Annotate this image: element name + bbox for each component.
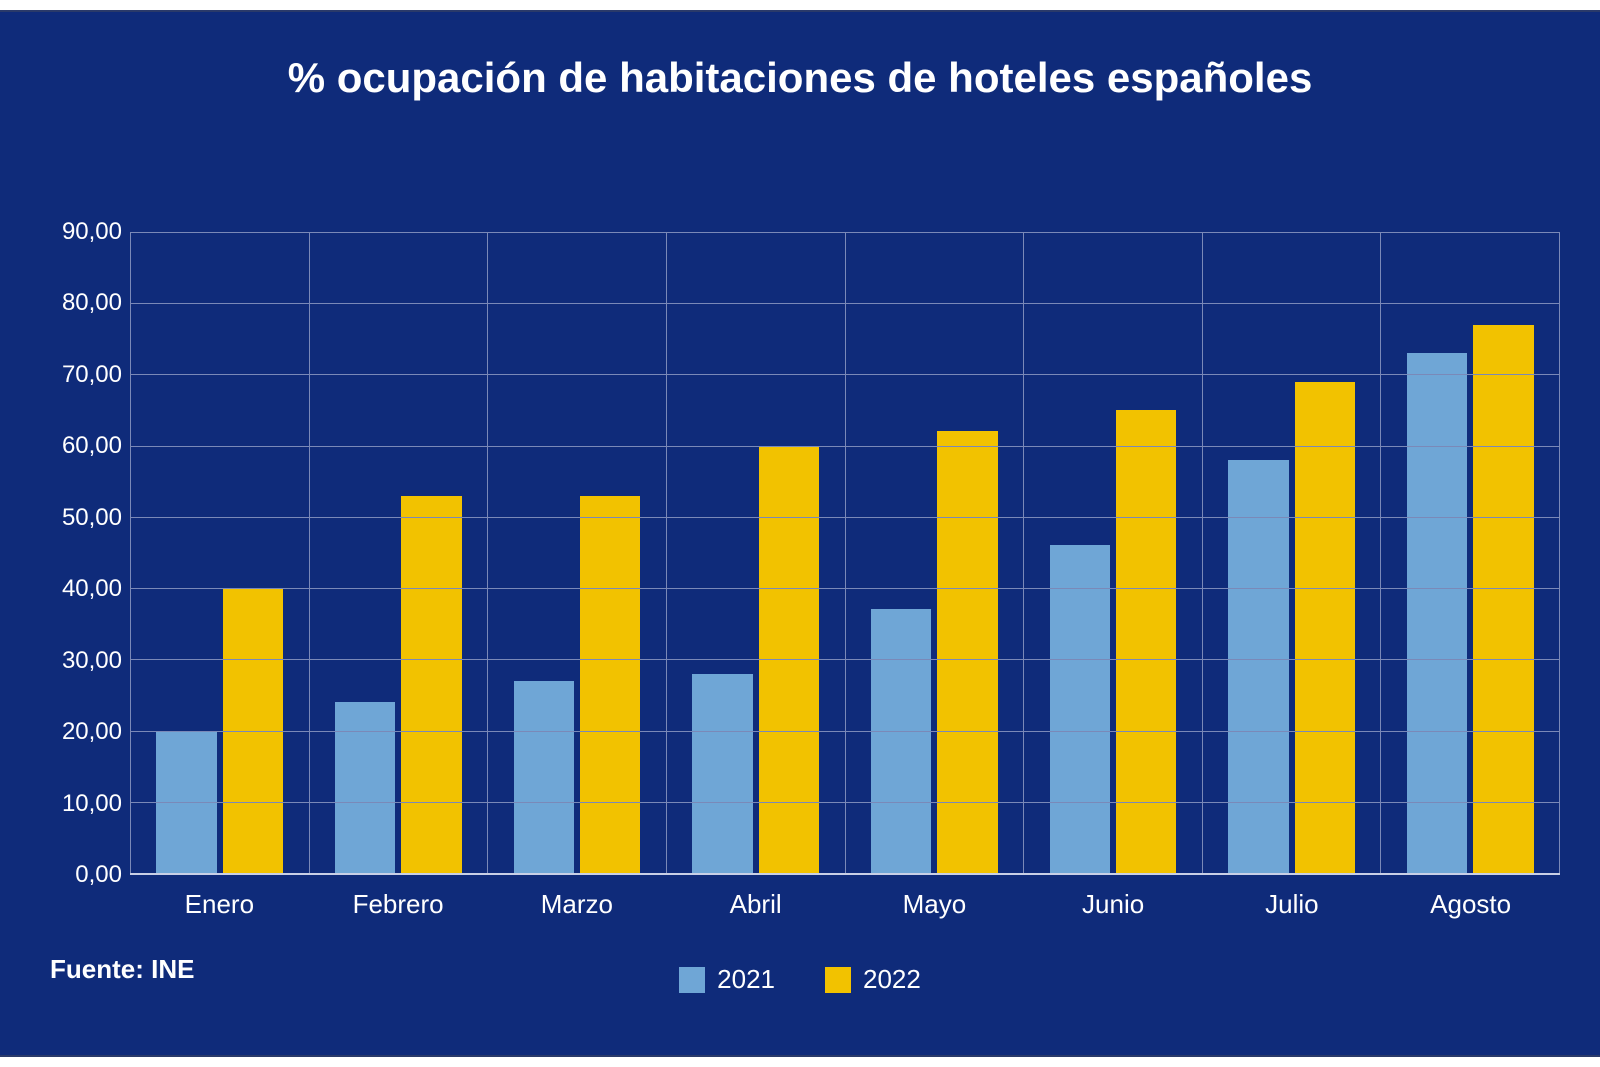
bar-group [1202,232,1381,873]
bar [580,496,640,873]
gridline [130,731,1560,732]
bar [692,674,752,873]
x-tick-label: Abril [666,889,845,920]
source-label: Fuente: INE [50,954,194,985]
bar-group [130,232,309,873]
x-tick-label: Julio [1203,889,1382,920]
y-tick-label: 70,00 [62,361,122,389]
gridline [130,374,1560,375]
y-tick-label: 30,00 [62,647,122,675]
bar [401,496,461,873]
plot-area: 0,0010,0020,0030,0040,0050,0060,0070,008… [40,232,1560,875]
y-tick-label: 0,00 [75,861,122,889]
bar [1116,410,1176,873]
gridline [130,659,1560,660]
gridline [130,588,1560,589]
bar [937,431,997,873]
y-tick-label: 80,00 [62,289,122,317]
gridline [130,802,1560,803]
bar-group [666,232,845,873]
y-tick-label: 90,00 [62,218,122,246]
legend: 2021 2022 [0,964,1600,995]
legend-label: 2022 [863,964,921,995]
x-tick-label: Mayo [845,889,1024,920]
bar [1473,325,1533,873]
legend-swatch [679,967,705,993]
x-tick-label: Marzo [488,889,667,920]
bar-group [487,232,666,873]
y-tick-label: 10,00 [62,790,122,818]
gridline [130,303,1560,304]
legend-item: 2022 [825,964,921,995]
x-tick-label: Enero [130,889,309,920]
y-tick-label: 40,00 [62,575,122,603]
bar [871,609,931,873]
y-axis: 0,0010,0020,0030,0040,0050,0060,0070,008… [40,232,130,875]
bar [1407,353,1467,873]
legend-item: 2021 [679,964,775,995]
y-tick-label: 50,00 [62,504,122,532]
bar-groups [130,232,1560,873]
x-tick-label: Agosto [1381,889,1560,920]
x-tick-label: Junio [1024,889,1203,920]
x-tick-label: Febrero [309,889,488,920]
bar [1295,382,1355,873]
bar-group [309,232,488,873]
x-axis-labels: EneroFebreroMarzoAbrilMayoJunioJulioAgos… [130,875,1560,920]
bar-group [1023,232,1202,873]
chart-frame: % ocupación de habitaciones de hoteles e… [0,0,1600,1067]
bar-group [1380,232,1560,873]
plot [130,232,1560,875]
gridline [130,446,1560,447]
chart-card: % ocupación de habitaciones de hoteles e… [0,10,1600,1057]
gridline [130,517,1560,518]
y-tick-label: 60,00 [62,432,122,460]
bar-group [845,232,1024,873]
legend-swatch [825,967,851,993]
bar [514,681,574,873]
gridline [130,232,1560,233]
bar [335,702,395,873]
chart-title: % ocupación de habitaciones de hoteles e… [0,12,1600,115]
bar [1050,545,1110,873]
legend-label: 2021 [717,964,775,995]
y-tick-label: 20,00 [62,718,122,746]
bar [1228,460,1288,873]
